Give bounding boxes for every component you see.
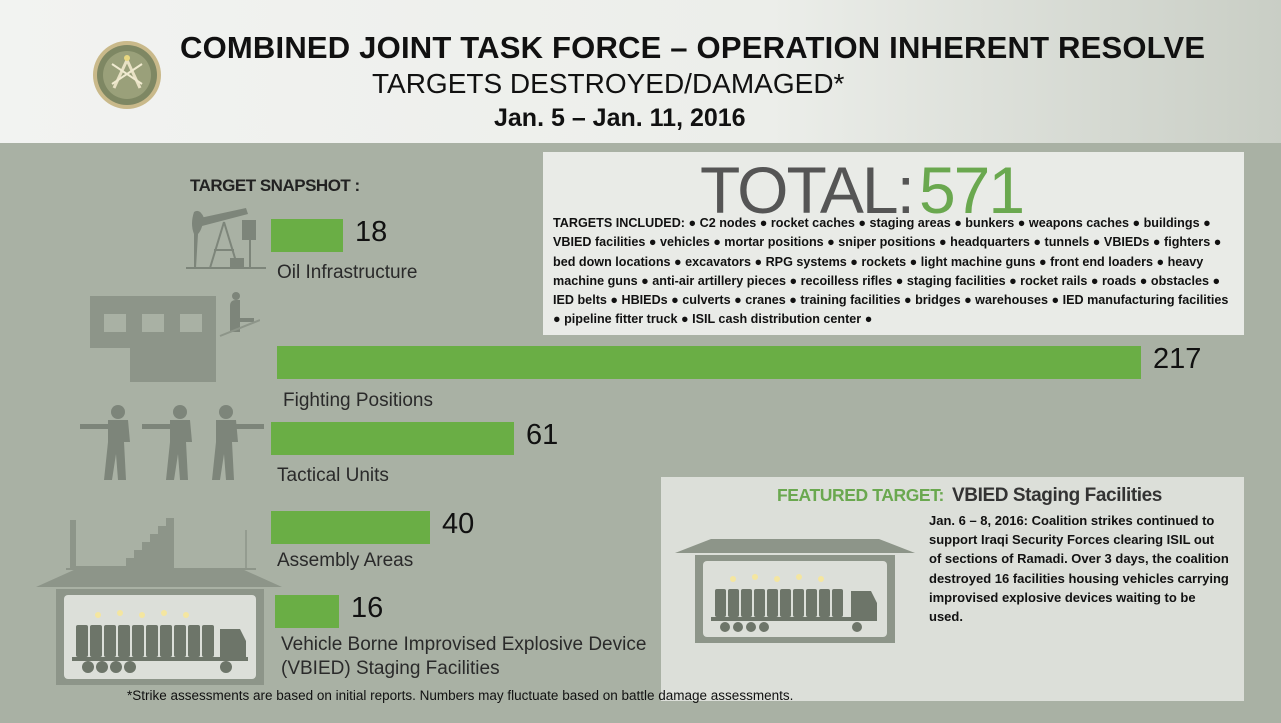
featured-label: FEATURED TARGET:: [777, 485, 944, 505]
page-title: COMBINED JOINT TASK FORCE – OPERATION IN…: [180, 30, 1206, 65]
category-label: Vehicle Borne Improvised Explosive Devic…: [281, 634, 647, 655]
category-label: Assembly Areas: [277, 550, 414, 571]
bar-value-label: 217: [1153, 343, 1202, 375]
bar-value-label: 61: [526, 419, 559, 451]
bar: [277, 346, 1141, 379]
featured-description: Jan. 6 – 8, 2016: Coalition strikes cont…: [929, 513, 1229, 625]
total-box: TOTAL:571 TARGETS INCLUDED: ● C2 nodes ●…: [543, 152, 1244, 335]
page-subtitle: TARGETS DESTROYED/DAMAGED*: [372, 68, 845, 99]
category-label: Fighting Positions: [283, 390, 433, 411]
bar: [271, 219, 343, 252]
featured-title: FEATURED TARGET: VBIED Staging Facilities: [777, 485, 1162, 507]
header-banner: COMBINED JOINT TASK FORCE – OPERATION IN…: [0, 0, 1281, 143]
category-label: Tactical Units: [277, 465, 389, 486]
stairs-icon: [66, 518, 256, 570]
bar-value-label: 16: [351, 592, 384, 624]
category-label: (VBIED) Staging Facilities: [281, 658, 500, 679]
soldiers-icon: [80, 405, 264, 480]
snapshot-label: TARGET SNAPSHOT :: [190, 176, 360, 195]
total-label: TOTAL:: [700, 153, 915, 227]
total-value: 571: [918, 153, 1025, 227]
building-sniper-icon: [90, 292, 260, 382]
featured-name: VBIED Staging Facilities: [951, 485, 1162, 506]
vbied-truck-icon: [36, 569, 282, 685]
bar-value-label: 18: [355, 216, 388, 248]
emblem-icon: [93, 41, 161, 109]
bar: [275, 595, 339, 628]
total-heading: TOTAL:571: [700, 152, 1025, 228]
vbied-truck-icon: [675, 539, 915, 643]
bar: [271, 422, 514, 455]
featured-target-box: FEATURED TARGET: VBIED Staging Facilities…: [661, 477, 1244, 701]
category-label: Oil Infrastructure: [277, 262, 418, 283]
bar: [271, 511, 430, 544]
targets-included-text: TARGETS INCLUDED: ● C2 nodes ● rocket ca…: [553, 216, 1229, 327]
oil-pump-icon: [186, 208, 266, 269]
bar-value-label: 40: [442, 508, 475, 540]
date-range: Jan. 5 – Jan. 11, 2016: [494, 104, 746, 132]
footnote: *Strike assessments are based on initial…: [127, 688, 794, 703]
